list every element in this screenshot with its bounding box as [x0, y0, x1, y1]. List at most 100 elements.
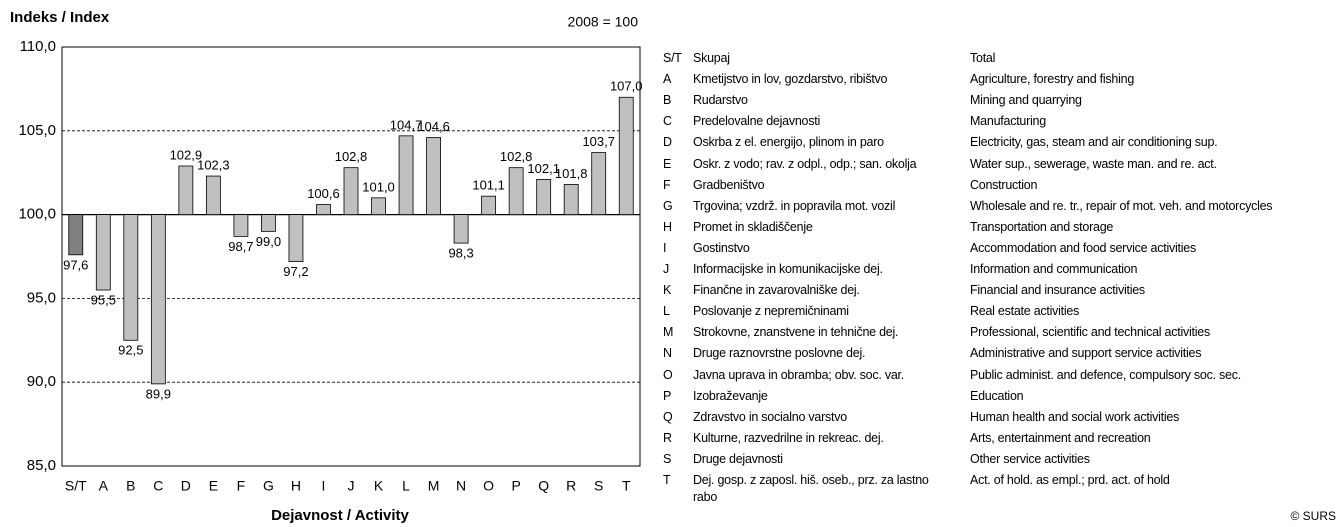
annotation: 2008 = 100 — [568, 14, 639, 30]
bar — [508, 167, 524, 215]
legend-code: R — [663, 430, 672, 445]
bar — [563, 184, 579, 216]
legend-sl: Trgovina; vzdrž. in popravila mot. vozil — [693, 198, 896, 213]
x-tick-label: N — [456, 478, 466, 494]
legend-en: Arts, entertainment and recreation — [970, 430, 1151, 445]
x-tick-label: A — [99, 478, 109, 494]
value-label: 97,2 — [283, 264, 308, 279]
legend-code: J — [663, 262, 669, 276]
legend-en: Other service activities — [970, 451, 1090, 466]
legend-en: Transportation and storage — [970, 219, 1114, 234]
legend-code: S/T — [663, 51, 682, 65]
legend-sl: Gradbeništvo — [693, 177, 765, 192]
x-tick-label: R — [566, 478, 576, 494]
x-tick-label: T — [622, 478, 631, 494]
x-tick-label: S/T — [65, 478, 87, 494]
legend-sl: Finančne in zavarovalniške dej. — [693, 283, 860, 298]
value-label: 102,1 — [527, 161, 560, 176]
legend-code: G — [663, 198, 673, 213]
y-tick-label: 100,0 — [18, 206, 56, 223]
value-label: 100,6 — [307, 186, 340, 201]
value-label: 102,8 — [500, 149, 533, 164]
legend-sl: Dej. gosp. z zaposl. hiš. oseb., prz. za… — [693, 473, 929, 504]
value-label: 99,0 — [256, 234, 281, 249]
bar — [205, 175, 221, 216]
value-label: 102,8 — [335, 149, 368, 164]
x-tick-label: D — [181, 478, 191, 494]
x-tick-label: E — [209, 478, 218, 494]
legend-en: Construction — [970, 177, 1038, 192]
x-tick-label: H — [291, 478, 301, 494]
x-tick-label: P — [511, 478, 520, 494]
bar — [150, 214, 166, 385]
value-label: 104,7 — [390, 117, 423, 132]
x-axis-label: Dejavnost / Activity — [271, 507, 409, 524]
legend-code: N — [663, 346, 672, 361]
legend-en: Administrative and support service activ… — [970, 346, 1202, 361]
bar — [123, 214, 139, 341]
bar — [481, 195, 497, 216]
value-label: 89,9 — [146, 386, 171, 401]
legend-en: Water sup., sewerage, waste man. and re.… — [970, 156, 1217, 171]
legend-sl: Izobraževanje — [693, 388, 768, 403]
x-tick-label: C — [153, 478, 163, 494]
legend-en: Public administ. and defence, compulsory… — [970, 367, 1241, 382]
x-tick-label: G — [263, 478, 274, 494]
value-label: 97,6 — [63, 257, 88, 272]
chart-title: Indeks / Index — [10, 9, 110, 26]
legend-code: P — [663, 388, 672, 403]
legend-sl: Gostinstvo — [693, 240, 750, 255]
legend-en: Education — [970, 388, 1024, 403]
bar — [261, 214, 276, 232]
value-label: 92,5 — [118, 343, 143, 358]
legend-code: F — [663, 177, 671, 192]
value-label: 104,6 — [417, 119, 450, 134]
legend-sl: Oskrba z el. energijo, plinom in paro — [693, 135, 884, 150]
bar — [536, 179, 552, 216]
bar — [178, 165, 194, 216]
bar — [288, 214, 304, 262]
legend-sl: Druge dejavnosti — [693, 451, 783, 466]
legend-sl: Poslovanje z nepremičninami — [693, 304, 849, 319]
legend-code: C — [663, 114, 672, 129]
y-tick-label: 90,0 — [27, 373, 56, 390]
value-label: 102,3 — [197, 157, 230, 172]
bar — [316, 204, 331, 216]
copyright: © SURS — [1290, 509, 1336, 523]
x-tick-label: L — [402, 478, 410, 494]
value-label: 98,7 — [228, 239, 253, 254]
y-tick-label: 85,0 — [27, 457, 56, 474]
legend-code: B — [663, 93, 672, 108]
legend-en: Total — [970, 51, 996, 65]
legend-sl: Informacijske in komunikacijske dej. — [693, 262, 883, 276]
bar — [591, 152, 607, 215]
x-tick-label: O — [483, 478, 494, 494]
legend-code: S — [663, 451, 672, 466]
value-label: 101,1 — [472, 178, 505, 193]
x-tick-label: S — [594, 478, 603, 494]
bar — [618, 96, 634, 215]
legend-sl: Kulturne, razvedrilne in rekreac. dej. — [693, 430, 884, 445]
legend-en: Agriculture, forestry and fishing — [970, 72, 1135, 87]
legend-code: L — [663, 304, 670, 319]
x-tick-label: J — [348, 478, 355, 494]
x-tick-label: M — [428, 478, 440, 494]
bar — [343, 167, 359, 215]
x-tick-label: Q — [538, 478, 549, 494]
legend-en: Electricity, gas, steam and air conditio… — [970, 135, 1218, 150]
legend-en: Information and communication — [970, 262, 1138, 276]
x-tick-label: I — [322, 478, 326, 494]
value-label: 98,3 — [448, 246, 473, 261]
value-label: 102,9 — [170, 147, 203, 162]
legend-sl: Strokovne, znanstvene in tehnične dej. — [693, 325, 899, 340]
legend-en: Wholesale and re. tr., repair of mot. ve… — [970, 198, 1273, 213]
legend-en: Manufacturing — [970, 114, 1046, 129]
legend-code: A — [663, 72, 672, 87]
legend-code: Q — [663, 409, 673, 424]
legend-en: Mining and quarrying — [970, 93, 1082, 108]
y-tick-label: 105,0 — [18, 122, 56, 139]
legend-code: K — [663, 283, 672, 298]
legend-code: I — [663, 240, 667, 255]
